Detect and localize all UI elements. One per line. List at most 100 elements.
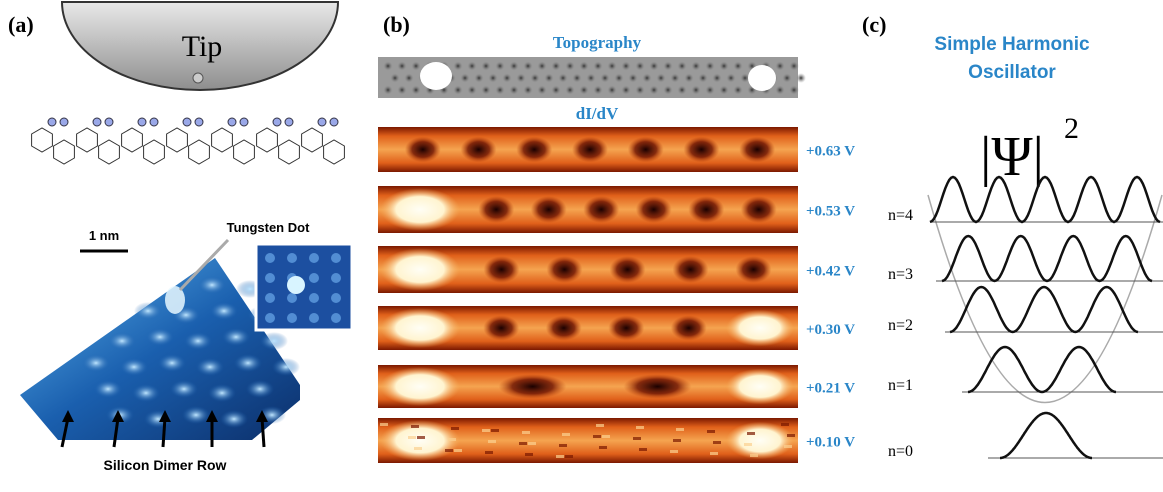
noise <box>636 426 644 429</box>
noise <box>593 435 601 438</box>
noise <box>599 446 607 449</box>
ring <box>279 140 300 164</box>
panel-label: (b) <box>383 12 410 37</box>
atom <box>195 118 203 126</box>
dark-spot <box>583 196 619 223</box>
topo-dot <box>411 61 421 71</box>
bump <box>134 302 162 320</box>
topo-dot <box>460 73 470 83</box>
noise <box>676 428 684 431</box>
ring <box>257 128 278 152</box>
bias-label: +0.63 V <box>806 144 855 160</box>
topo-dot <box>684 73 694 83</box>
atom <box>105 118 113 126</box>
topo-dot <box>789 61 799 71</box>
topo-dot <box>565 61 575 71</box>
topo-dot <box>558 73 568 83</box>
ring <box>212 128 233 152</box>
bump <box>146 328 174 346</box>
topo-dot <box>481 85 491 95</box>
topo-dot <box>551 61 561 71</box>
dark-spot <box>671 315 707 340</box>
bump <box>120 358 148 376</box>
dark-spot <box>483 315 519 340</box>
bump <box>198 276 226 294</box>
dark-spot <box>628 137 664 163</box>
bias-label: +0.21 V <box>806 381 855 397</box>
topo-dot <box>495 61 505 71</box>
noise <box>417 436 425 439</box>
inset-dot <box>287 253 297 263</box>
topo-dot <box>516 73 526 83</box>
noise <box>710 452 718 455</box>
dark-spot <box>688 196 724 223</box>
topo-dot <box>726 73 736 83</box>
energy-levels: n=4n=3n=2n=1n=0 <box>888 177 1163 460</box>
dark-spot <box>610 256 646 283</box>
inset-dot <box>331 273 341 283</box>
noise <box>747 432 755 435</box>
dark-spot <box>478 196 514 223</box>
tip-atom <box>193 73 203 83</box>
inset-dot <box>287 293 297 303</box>
atom <box>150 118 158 126</box>
topo-dot <box>383 61 393 71</box>
topo-dot <box>565 85 575 95</box>
noise <box>485 451 493 454</box>
level-label: n=4 <box>888 207 913 224</box>
scale-label: 1 nm <box>89 228 119 243</box>
topo-dot <box>509 85 519 95</box>
panel-label: (a) <box>8 12 34 37</box>
level-label: n=2 <box>888 317 913 334</box>
ring <box>122 128 143 152</box>
topo-dot <box>663 85 673 95</box>
noise <box>559 444 567 447</box>
topo-dot <box>642 73 652 83</box>
topo-dot <box>551 85 561 95</box>
dark-spot <box>608 315 644 340</box>
noise <box>781 423 789 426</box>
bump <box>208 384 236 402</box>
topo-dot <box>621 85 631 95</box>
dark-spot <box>484 256 520 283</box>
figure: (a) Tip 1 nm Tungsten Dot Silicon Dimer … <box>0 0 1163 492</box>
noise <box>408 436 416 439</box>
level-label: n=1 <box>888 377 913 394</box>
atom <box>273 118 281 126</box>
molecule-chain <box>32 118 345 164</box>
inset-dot <box>331 313 341 323</box>
dark-spot <box>624 374 692 399</box>
topo-dot <box>712 73 722 83</box>
level-label: n=3 <box>888 266 913 283</box>
topo-dot <box>530 73 540 83</box>
topo-dot <box>502 73 512 83</box>
noise <box>596 424 604 427</box>
atom <box>285 118 293 126</box>
bump <box>108 332 136 350</box>
bump <box>170 380 198 398</box>
arrow <box>262 418 264 447</box>
wavefunction <box>942 236 1152 281</box>
topo-dot <box>607 85 617 95</box>
atom <box>93 118 101 126</box>
topo-dot <box>467 85 477 95</box>
dark-spot <box>572 137 608 163</box>
bump <box>82 354 110 372</box>
bias-label: +0.30 V <box>806 322 855 338</box>
bright-blob <box>726 422 794 460</box>
wavefunction <box>1000 413 1092 458</box>
bright-blob <box>380 308 460 348</box>
noise <box>414 447 422 450</box>
bump <box>222 328 250 346</box>
dark-spot <box>739 137 775 163</box>
topo-dot <box>614 73 624 83</box>
topo-dot <box>691 85 701 95</box>
topo-dot <box>593 61 603 71</box>
dark-spot <box>636 196 672 223</box>
topo-dot <box>677 85 687 95</box>
ring <box>189 140 210 164</box>
noise <box>488 440 496 443</box>
row-label: Silicon Dimer Row <box>104 457 227 473</box>
dark-spot <box>499 374 567 399</box>
topo-dot <box>782 73 792 83</box>
